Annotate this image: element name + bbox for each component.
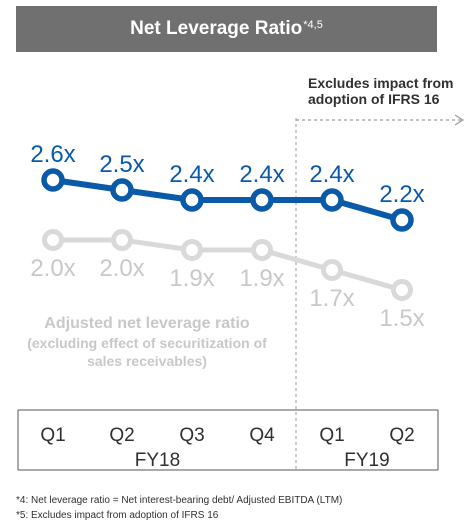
chart-title-footnote-ref: *4,5 [303,19,323,31]
adjusted-series-name-line-2: (excluding effect of securitization of [27,335,267,351]
adjusted-leverage-label-3: 1.9x [169,265,214,292]
net-leverage-point-1 [41,168,65,192]
footnote-5: *5: Excludes impact from adoption of IFR… [16,510,219,521]
adjusted-leverage-label-5: 1.7x [309,285,354,312]
net-leverage-label-5: 2.4x [309,161,354,188]
net-leverage-label-4: 2.4x [239,161,284,188]
category-label-2: Q2 [109,425,134,446]
category-label-1: Q1 [40,425,65,446]
adjusted-leverage-point-6 [391,279,413,301]
footnote-4: *4: Net leverage ratio = Net interest-be… [16,495,343,506]
adjusted-series-name-line-3: sales receivables) [87,353,207,369]
net-leverage-label-6: 2.2x [379,181,424,208]
adjusted-leverage-label-1: 2.0x [30,255,75,282]
adjusted-leverage-point-3 [181,239,203,261]
adjusted-leverage-point-1 [42,229,64,251]
net-leverage-point-6 [390,208,414,232]
ifrs-annotation-line-1: Excludes impact from [308,75,454,91]
ifrs-annotation-line-2: adoption of IFRS 16 [308,91,440,107]
adjusted-series-name-line-1: Adjusted net leverage ratio [44,315,250,332]
adjusted-leverage-label-6: 1.5x [379,305,424,332]
category-label-3: Q3 [179,425,204,446]
group-label-fy19: FY19 [344,450,389,471]
ifrs-arrow-head [454,114,465,126]
adjusted-leverage-line [50,237,405,293]
net-leverage-point-4 [250,188,274,212]
adjusted-leverage-label-4: 1.9x [239,265,284,292]
category-label-5: Q1 [319,425,344,446]
net-leverage-label-2: 2.5x [99,151,144,178]
net-leverage-label-3: 2.4x [169,161,214,188]
category-label-6: Q2 [389,425,414,446]
chart-title-bar: Net Leverage Ratio *4,5 [16,6,437,52]
adjusted-leverage-point-2 [111,229,133,251]
group-label-fy18: FY18 [135,450,180,471]
ifrs-annotation: Excludes impact from adoption of IFRS 16 [308,75,476,107]
net-leverage-point-5 [320,188,344,212]
chart-title: Net Leverage Ratio [130,18,303,39]
adjusted-leverage-label-2: 2.0x [99,255,144,282]
adjusted-leverage-point-4 [251,239,273,261]
net-leverage-label-1: 2.6x [30,141,75,168]
net-leverage-point-3 [180,188,204,212]
adjusted-leverage-point-5 [321,259,343,281]
category-label-4: Q4 [249,425,275,446]
net-leverage-point-2 [110,178,134,202]
